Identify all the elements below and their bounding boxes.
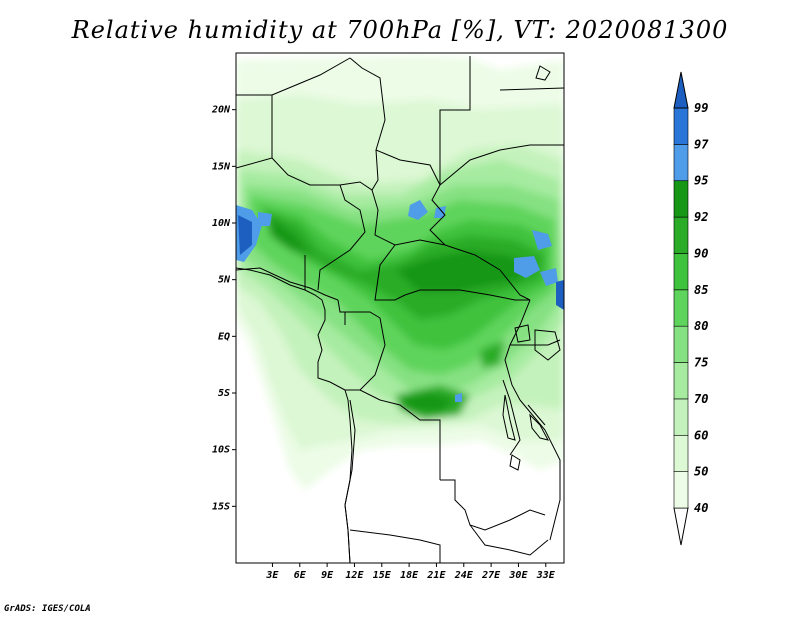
lon-tick-label: 18E: [400, 570, 419, 581]
colorbar-label: 80: [694, 319, 708, 333]
lat-tick-label: 10S: [212, 445, 230, 456]
lat-tick-label: 5S: [218, 388, 230, 399]
lon-tick-label: 30E: [508, 570, 528, 581]
colorbar-label: 60: [694, 428, 708, 442]
colorbar: 40 50 60 70 75 80 85 90 92 95 97 99: [673, 71, 709, 546]
lon-tick-label: 27E: [481, 570, 501, 581]
map-frame: [235, 52, 565, 564]
colorbar-label: 50: [694, 465, 708, 479]
credit-text: GrADS: IGES/COLA: [4, 604, 91, 614]
colorbar-label: 90: [694, 246, 708, 260]
colorbar-box: [673, 180, 689, 218]
colorbar-label: 95: [694, 174, 708, 188]
colorbar-box: [673, 144, 689, 182]
colorbar-label: 70: [694, 392, 708, 406]
colorbar-label: 75: [694, 356, 708, 370]
latitude-axis: 20N 15N 10N 5N EQ 5S 10S 15S: [211, 105, 236, 512]
colorbar-box: [673, 325, 689, 363]
colorbar-box: [673, 216, 689, 254]
colorbar-box: [673, 434, 689, 472]
lat-tick-label: 5N: [218, 275, 231, 286]
lat-tick-label: 20N: [211, 105, 231, 116]
saturated-patches: [236, 200, 564, 402]
colorbar-label: 99: [694, 101, 708, 115]
lon-tick-label: 15E: [373, 570, 392, 581]
lon-tick-label: 21E: [426, 570, 446, 581]
colorbar-label: 40: [694, 501, 708, 515]
colorbar-box: [673, 107, 689, 145]
coastline: [236, 267, 353, 563]
colorbar-box: [673, 471, 689, 509]
lat-tick-label: 10N: [212, 218, 231, 229]
country-borders: [236, 56, 564, 563]
colorbar-label: 92: [694, 210, 708, 224]
colorbar-label: 85: [694, 283, 708, 297]
lon-tick-label: 9E: [321, 570, 334, 581]
lon-tick-label: 12E: [345, 570, 364, 581]
lat-tick-label: 15N: [212, 161, 231, 172]
colorbar-box: [673, 362, 689, 400]
lon-tick-label: 6E: [294, 570, 307, 581]
map-title: Relative humidity at 700hPa [%], VT: 202…: [71, 16, 729, 44]
colorbar-below-triangle: [673, 507, 689, 546]
colorbar-box: [673, 253, 689, 291]
humidity-field: [236, 53, 564, 563]
lon-tick-label: 3E: [265, 570, 279, 581]
colorbar-box: [673, 289, 689, 327]
longitude-axis: 3E 6E 9E 12E 15E 18E 21E 24E 27E 30E 33E: [265, 563, 556, 581]
colorbar-label: 97: [694, 137, 709, 151]
colorbar-box: [673, 398, 689, 436]
lat-tick-label: 15S: [212, 501, 230, 512]
lat-tick-label: EQ: [218, 331, 230, 342]
lakes: [502, 65, 561, 471]
colorbar-above-triangle: [673, 71, 689, 109]
lon-tick-label: 33E: [536, 570, 556, 581]
lon-tick-label: 24E: [454, 570, 474, 581]
